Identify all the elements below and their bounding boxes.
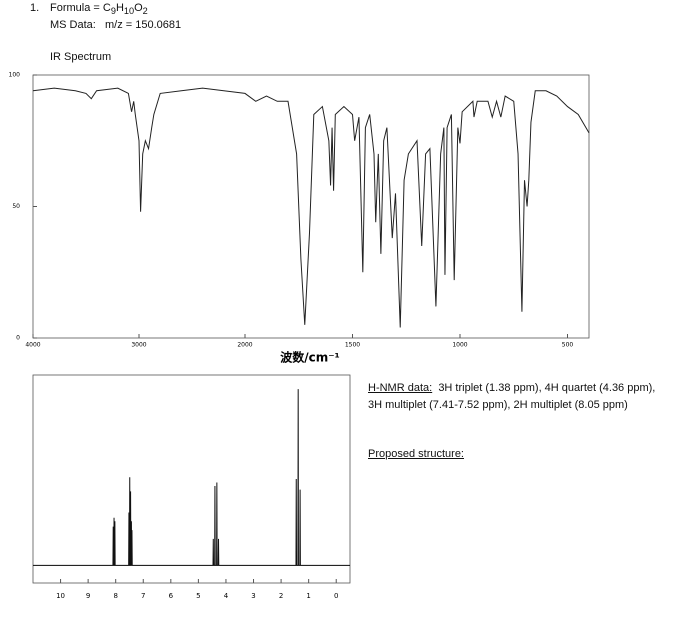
x-tick-label: 7 [141,592,145,600]
plot-frame [32,74,590,339]
spectrum-line [32,87,590,328]
formula-part: O [134,2,143,14]
x-tick-label: 5 [196,592,200,600]
y-tick-label: 0 [16,335,20,342]
x-tick-label: 2 [279,592,283,600]
x-tick-label: 4 [224,592,229,600]
formula-part: C [102,2,111,14]
x-tick-label: 2000 [237,342,252,349]
ms-data: MS Data: m/z = 150.0681 [50,19,182,31]
item-number: 1. [30,2,40,14]
formula-label: Formula = [50,2,100,14]
x-tick-label: 8 [113,592,117,600]
nmr-label: H-NMR data: [368,382,433,394]
structure-label: Proposed structure: [368,448,464,460]
y-tick-label: 50 [12,203,20,210]
formula-part: 9 [110,6,116,17]
x-tick-label: 3000 [131,342,146,349]
x-tick-label: 9 [86,592,90,600]
x-axis-label: 波数/cm⁻¹ [280,350,340,365]
x-tick-label: 3 [251,592,255,600]
nmr-text: 3H triplet (1.38 ppm), 4H quartet (4.36 … [368,382,656,411]
x-tick-label: 10 [56,592,65,600]
x-tick-label: 0 [334,592,338,600]
x-tick-label: 4000 [25,342,40,349]
x-tick-label: 1000 [452,342,467,349]
x-tick-label: 500 [562,342,574,349]
x-tick-label: 1500 [345,342,360,349]
x-tick-label: 6 [169,592,174,600]
formula-part: 2 [142,6,148,17]
ir-heading: IR Spectrum [50,51,112,63]
formula: Formula = C9H10O2 [50,2,148,16]
x-tick-label: 1 [306,592,310,600]
formula-part: 10 [123,6,135,17]
nmr-data: H-NMR data: 3H triplet (1.38 ppm), 4H qu… [368,380,663,414]
spectrum-line [33,389,350,566]
plot-frame [32,374,351,584]
y-tick-label: 100 [9,72,21,79]
formula-part: H [115,2,124,14]
